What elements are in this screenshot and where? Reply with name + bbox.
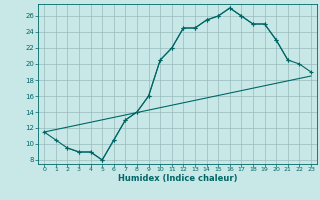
X-axis label: Humidex (Indice chaleur): Humidex (Indice chaleur) bbox=[118, 174, 237, 183]
